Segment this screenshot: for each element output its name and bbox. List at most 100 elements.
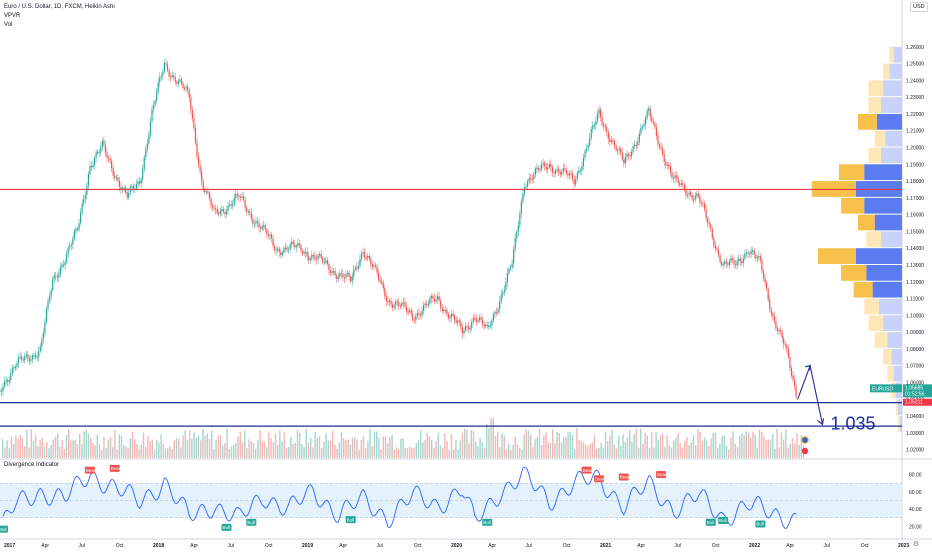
volume-bar: [189, 431, 190, 458]
volume-bar: [530, 435, 531, 458]
volume-bar: [262, 441, 263, 458]
time-tick-label: Jul: [675, 543, 681, 549]
gear-icon[interactable]: ⚙: [913, 540, 919, 548]
volume-bar: [251, 441, 252, 458]
target-annotation[interactable]: 1.035: [831, 413, 876, 433]
volume-bar: [83, 431, 84, 458]
time-tick-label: Apr: [41, 543, 49, 549]
volume-bar: [35, 435, 36, 458]
vp-down-bar: [875, 332, 888, 348]
volume-bar: [664, 447, 665, 458]
time-tick-label: 2018: [153, 543, 164, 549]
time-tick-label: Apr: [786, 543, 794, 549]
vp-up-bar: [883, 80, 902, 96]
volume-bar: [517, 444, 518, 458]
price-tick-label: 1.20000: [906, 145, 924, 151]
volume-bar: [710, 439, 711, 458]
volume-bar: [724, 435, 725, 458]
countdown-label: 01:52:56: [905, 391, 925, 397]
volume-bar: [358, 450, 359, 458]
vol-label[interactable]: Vol: [4, 21, 115, 30]
bear-marker: Bear: [86, 468, 96, 473]
bear-marker: Bear: [111, 466, 121, 471]
indicator-title[interactable]: Divergence Indicator: [4, 462, 59, 468]
vp-down-bar: [898, 416, 900, 432]
price-tick-label: 1.26000: [906, 45, 924, 51]
vp-up-bar: [892, 349, 903, 365]
volume-bar: [394, 450, 395, 458]
vp-up-bar: [894, 366, 902, 382]
volume-bar: [330, 440, 331, 458]
volume-bar: [354, 437, 355, 458]
vp-up-bar: [864, 198, 902, 214]
volume-bar: [620, 446, 621, 458]
event-flag-icon[interactable]: [802, 448, 808, 454]
volume-bar: [633, 434, 634, 458]
volume-bar: [350, 445, 351, 458]
volume-bar: [398, 449, 399, 458]
volume-bar: [154, 450, 155, 458]
volume-bar: [431, 440, 432, 458]
price-tick-label: 1.21000: [906, 129, 924, 135]
volume-bar: [11, 437, 12, 458]
volume-bar: [688, 445, 689, 458]
volume-bar: [713, 432, 714, 458]
currency-button[interactable]: USD: [910, 2, 928, 12]
vp-down-bar: [839, 164, 864, 180]
volume-bar: [24, 446, 25, 458]
volume-bar: [607, 441, 608, 458]
vpvr-label[interactable]: VPVR: [4, 12, 115, 21]
volume-bar: [127, 448, 128, 458]
volume-bar: [699, 432, 700, 458]
volume-bar: [746, 431, 747, 458]
time-tick-label: Apr: [637, 543, 645, 549]
volume-bar: [2, 439, 3, 458]
vp-down-bar: [818, 248, 856, 264]
volume-bar: [407, 448, 408, 458]
volume-bar: [563, 438, 564, 458]
volume-bar: [138, 449, 139, 458]
volume-bar: [785, 429, 786, 458]
volume-bar: [488, 428, 489, 458]
vp-down-bar: [841, 265, 866, 281]
volume-bar: [451, 434, 452, 458]
volume-bar: [374, 431, 375, 458]
volume-bar: [739, 436, 740, 458]
volume-bar: [317, 438, 318, 458]
volume-bar: [585, 445, 586, 458]
volume-bar: [39, 440, 40, 458]
volume-bar: [420, 430, 421, 458]
volume-bar: [600, 443, 601, 458]
volume-bar: [596, 448, 597, 458]
price-tick-label: 1.15000: [906, 229, 924, 235]
volume-bar: [218, 436, 219, 458]
volume-bar: [743, 435, 744, 458]
volume-bar: [702, 441, 703, 458]
volume-bar: [345, 440, 346, 458]
symbol-title[interactable]: Euro / U.S. Dollar, 1D, FXCM, Heikin Ash…: [4, 3, 115, 12]
volume-bar: [675, 438, 676, 458]
volume-bar: [308, 443, 309, 458]
volume-bar: [167, 448, 168, 458]
volume-bar: [4, 447, 5, 458]
volume-bar: [737, 447, 738, 458]
volume-bar: [583, 442, 584, 458]
volume-bar: [336, 449, 337, 458]
volume-bar: [235, 443, 236, 458]
time-tick-label: 2017: [4, 543, 15, 549]
volume-bar: [108, 440, 109, 458]
volume-bar: [248, 439, 249, 458]
volume-bar: [160, 434, 161, 458]
volume-bar: [765, 440, 766, 458]
volume-bar: [686, 437, 687, 458]
volume-bar: [22, 438, 23, 458]
volume-bar: [134, 439, 135, 458]
volume-bar: [515, 437, 516, 458]
vp-down-bar: [889, 47, 893, 63]
volume-bar: [464, 429, 465, 458]
time-tick-label: Jul: [377, 543, 383, 549]
volume-bar: [631, 441, 632, 458]
time-tick-label: 2022: [749, 543, 760, 549]
event-dividend-icon[interactable]: [802, 437, 808, 443]
